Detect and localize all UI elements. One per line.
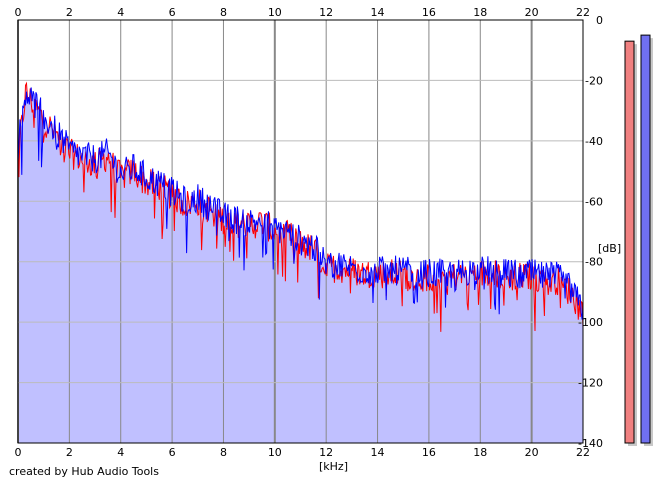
x-tick-label-top: 2 <box>66 6 73 19</box>
level-meter-bar <box>624 40 635 444</box>
x-tick-label-top: 12 <box>319 6 333 19</box>
y-tick-label: -100 <box>578 316 603 329</box>
grid <box>17 19 584 444</box>
x-tick-label-bottom: 16 <box>422 446 436 459</box>
x-tick-label-top: 8 <box>220 6 227 19</box>
plot-border <box>17 19 584 444</box>
x-axis-unit: [kHz] <box>319 460 348 473</box>
x-tick-label-top: 14 <box>371 6 385 19</box>
x-tick-label-bottom: 0 <box>15 446 22 459</box>
level-meters <box>624 34 653 447</box>
x-ticks-bottom: 0 2 4 6 8 10 12 14 16 18 20 22 <box>15 446 591 459</box>
y-tick-label: -80 <box>585 256 603 269</box>
x-tick-label-top: 10 <box>268 6 282 19</box>
x-tick-label-top: 4 <box>117 6 124 19</box>
x-tick-label-bottom: 4 <box>117 446 124 459</box>
spectrum-fill <box>18 83 583 444</box>
x-tick-label-bottom: 18 <box>473 446 487 459</box>
x-tick-label-top: 20 <box>525 6 539 19</box>
x-ticks-top: 0 2 4 6 8 10 12 14 16 18 20 22 <box>15 6 591 19</box>
x-tick-label-bottom: 10 <box>268 446 282 459</box>
y-tick-label: 0 <box>596 14 603 27</box>
credit-text: created by Hub Audio Tools <box>9 465 159 478</box>
x-tick-label-bottom: 22 <box>576 446 590 459</box>
y-axis-unit: [dB] <box>598 242 621 255</box>
y-tick-label: -20 <box>585 74 603 87</box>
series-layer <box>17 81 584 332</box>
y-tick-label: -120 <box>578 377 603 390</box>
y-ticks: 0 -20 -40 -60 -80 -100 -120 -140 <box>578 14 603 450</box>
y-tick-label: -60 <box>585 195 603 208</box>
x-tick-label-bottom: 6 <box>169 446 176 459</box>
x-tick-label-top: 0 <box>15 6 22 19</box>
x-tick-label-bottom: 12 <box>319 446 333 459</box>
x-tick-label-bottom: 14 <box>371 446 385 459</box>
y-tick-label: -40 <box>585 135 603 148</box>
x-tick-label-top: 18 <box>473 6 487 19</box>
x-tick-label-bottom: 2 <box>66 446 73 459</box>
x-tick-label-top: 22 <box>576 6 590 19</box>
x-tick-label-top: 6 <box>169 6 176 19</box>
x-tick-label-bottom: 20 <box>525 446 539 459</box>
x-tick-label-top: 16 <box>422 6 436 19</box>
level-meter-bar <box>640 34 651 444</box>
y-tick-label: -140 <box>578 437 603 450</box>
spectrum-line <box>17 87 584 320</box>
spectrum-fill-layer <box>18 83 583 444</box>
x-tick-label-bottom: 8 <box>220 446 227 459</box>
